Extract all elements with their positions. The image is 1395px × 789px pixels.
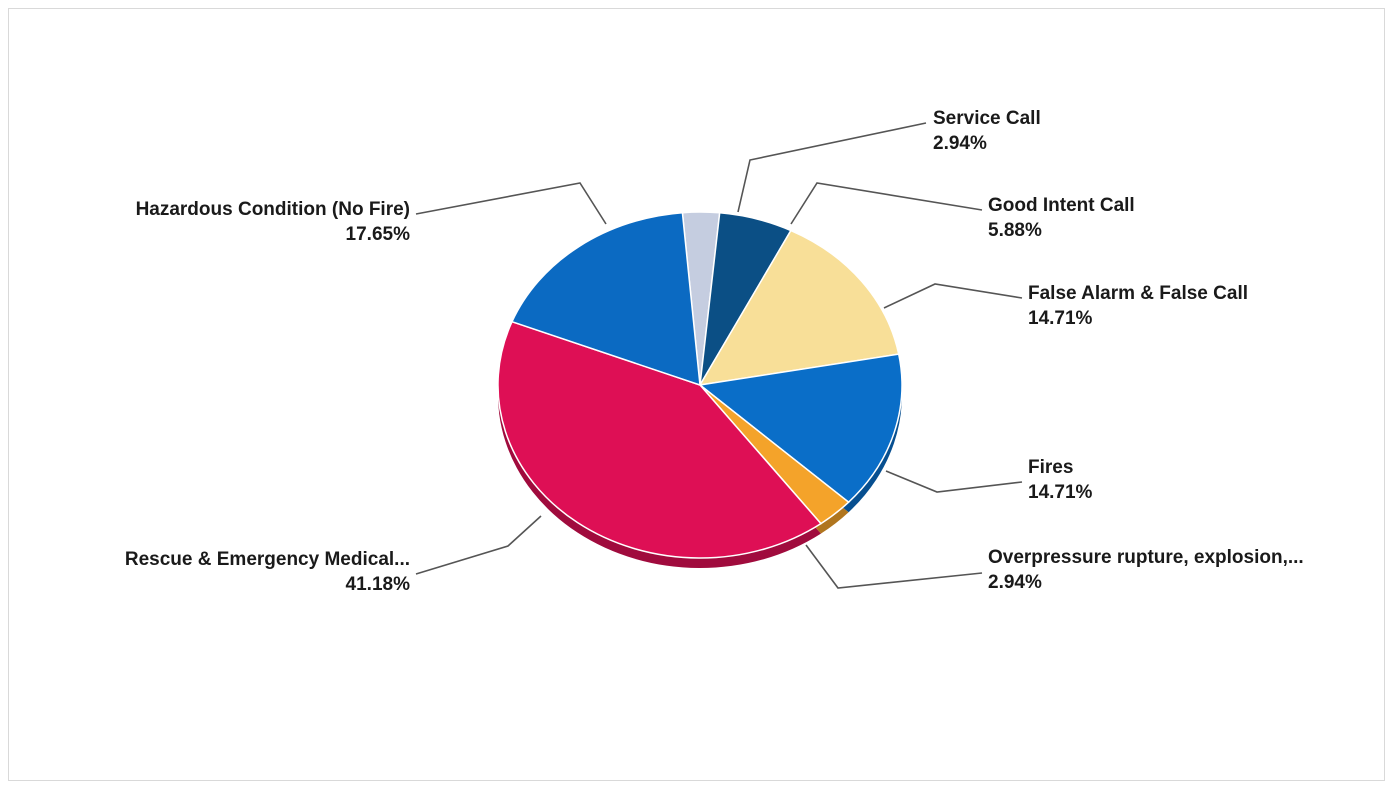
slice-percent-good-intent-call: 5.88% <box>988 220 1042 241</box>
leader-line-overpressure-rupture-explosion <box>805 544 983 589</box>
leader-line-service-call <box>737 122 927 213</box>
pie-slice-hazardous-condition-no-fire <box>510 211 701 387</box>
slice-label-hazardous-condition-no-fire: Hazardous Condition (No Fire) <box>136 199 410 220</box>
slice-label-rescue-emergency-medical: Rescue & Emergency Medical... <box>125 549 410 570</box>
slice-percent-fires: 14.71% <box>1028 482 1093 503</box>
pie-slice-rescue-emergency-medical <box>497 320 823 559</box>
leader-lines-layer <box>415 122 1023 589</box>
slice-label-false-alarm-false-call: False Alarm & False Call <box>1028 283 1248 304</box>
slice-label-overpressure-rupture-explosion: Overpressure rupture, explosion,... <box>988 547 1304 568</box>
leader-line-false-alarm-false-call <box>883 283 1023 309</box>
slice-percent-false-alarm-false-call: 14.71% <box>1028 308 1093 329</box>
slice-percent-overpressure-rupture-explosion: 2.94% <box>988 572 1042 593</box>
slice-percent-hazardous-condition-no-fire: 17.65% <box>346 224 411 245</box>
pie-slice-false-alarm-false-call <box>698 229 900 386</box>
slice-percent-service-call: 2.94% <box>933 133 987 154</box>
slice-label-good-intent-call: Good Intent Call <box>988 195 1135 216</box>
slice-labels-layer: Service Call 2.94% Good Intent Call 5.88% Fa… <box>125 108 1304 595</box>
slice-percent-rescue-emergency-medical: 41.18% <box>346 574 411 595</box>
leader-line-hazardous-condition-no-fire <box>415 182 607 225</box>
leader-line-good-intent-call <box>790 182 983 225</box>
leader-line-rescue-emergency-medical <box>415 515 542 575</box>
pie-slices-layer <box>497 211 903 559</box>
slice-label-service-call: Service Call <box>933 108 1041 129</box>
pie-slice-fires <box>698 353 903 504</box>
slice-label-fires: Fires <box>1028 457 1073 478</box>
leader-line-fires <box>885 470 1023 493</box>
